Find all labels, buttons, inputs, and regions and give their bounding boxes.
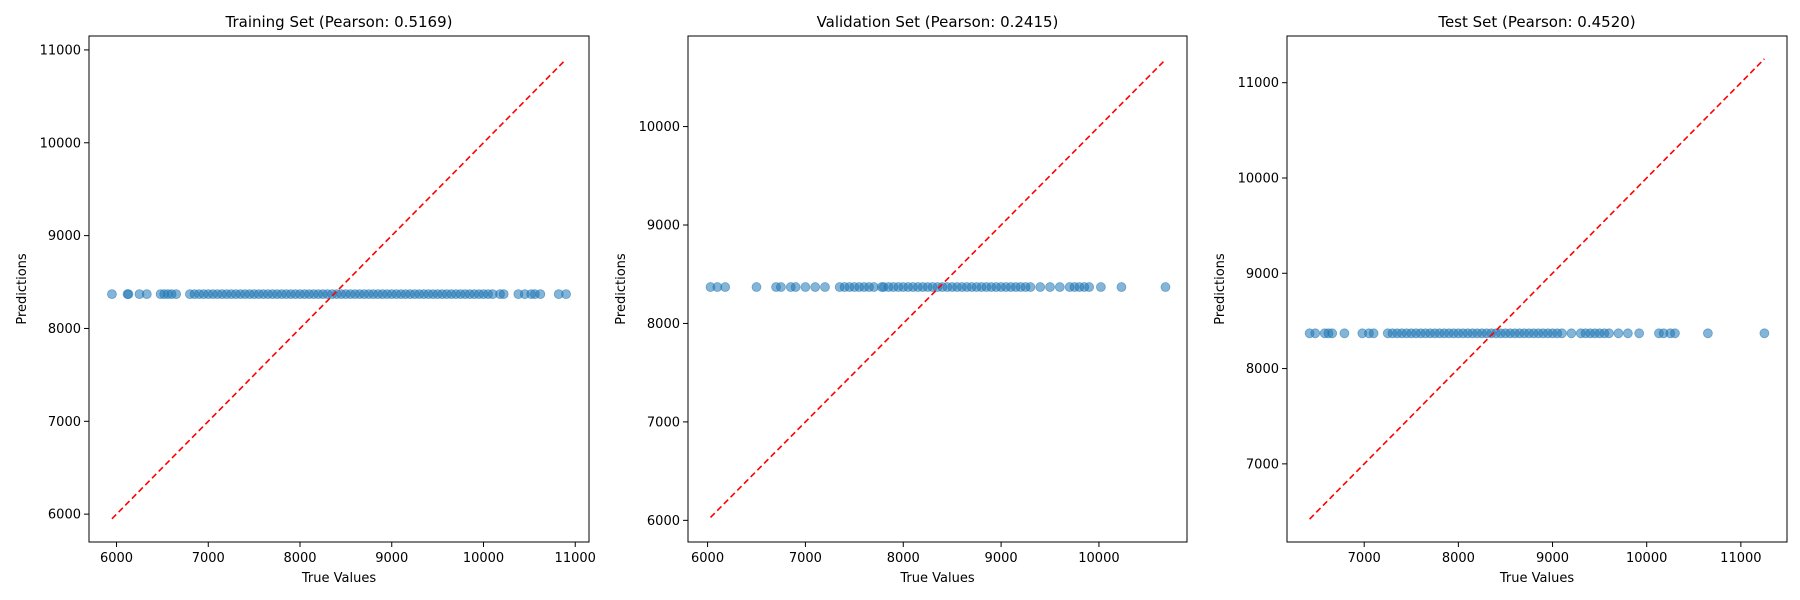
- y-axis-title: Predictions: [15, 253, 30, 325]
- data-point: [1025, 282, 1036, 292]
- data-point: [1622, 328, 1633, 339]
- data-point: [1116, 282, 1127, 292]
- x-tick-label: 10000: [463, 551, 504, 566]
- axes-frame: [1286, 35, 1788, 543]
- data-point: [123, 289, 134, 300]
- data-point: [1759, 328, 1770, 339]
- y-axis-title: Predictions: [614, 253, 629, 325]
- y-tick-label: 10000: [1238, 171, 1279, 186]
- x-tick-label: 9000: [1536, 551, 1569, 566]
- x-tick-label: 10000: [1078, 551, 1119, 566]
- y-tick-label: 8000: [1246, 362, 1279, 377]
- x-tick-label: 8000: [283, 551, 316, 566]
- x-tick-label: 6000: [691, 551, 724, 566]
- y-tick-label: 9000: [1246, 267, 1279, 282]
- x-tick-label: 9000: [985, 551, 1018, 566]
- panel-validation: 6000 7000 8000 9000 10000 6000 7000 8000 9000 100…: [614, 13, 1188, 586]
- y-tick-label: 7000: [48, 415, 81, 430]
- panel-title: Test Set (Pearson: 0.4520): [1437, 13, 1635, 31]
- y-tick-label: 7000: [647, 415, 680, 430]
- y-tick-label: 8000: [48, 322, 81, 337]
- identity-reference-line: [1309, 58, 1765, 520]
- data-point: [800, 282, 811, 292]
- axes-frame: [687, 35, 1188, 543]
- y-tick-label: 10000: [40, 136, 81, 151]
- x-tick-label: 9000: [375, 551, 408, 566]
- x-tick-label: 11000: [1720, 551, 1761, 566]
- data-point: [1368, 328, 1379, 339]
- x-tick-label: 8000: [1442, 551, 1475, 566]
- y-tick-label: 11000: [40, 43, 81, 58]
- data-point: [820, 282, 830, 292]
- x-tick-label: 7000: [192, 551, 225, 566]
- data-point: [751, 282, 762, 292]
- y-tick-label: 10000: [639, 120, 680, 135]
- y-tick-label: 7000: [1246, 457, 1279, 472]
- data-point: [1670, 328, 1680, 339]
- identity-reference-line: [709, 59, 1167, 518]
- data-point: [171, 289, 182, 300]
- data-point: [1557, 328, 1567, 339]
- axes-frame: [88, 35, 590, 543]
- panel-training: 6000 7000 8000 9000 10000 11000 6000 7000 8000 90…: [15, 13, 596, 586]
- data-point: [1327, 328, 1338, 339]
- panel-title: Training Set (Pearson: 0.5169): [225, 13, 453, 31]
- x-tick-label: 8000: [887, 551, 920, 566]
- data-point: [535, 289, 546, 300]
- y-tick-label: 8000: [647, 317, 680, 332]
- y-tick-label: 11000: [1238, 76, 1279, 91]
- data-point: [107, 289, 117, 300]
- panel-title: Validation Set (Pearson: 0.2415): [817, 13, 1059, 31]
- data-point: [1339, 328, 1350, 339]
- data-point: [790, 282, 801, 292]
- data-point: [1613, 328, 1624, 339]
- data-point: [1310, 328, 1321, 339]
- data-point: [141, 289, 152, 300]
- panel-test: 7000 8000 9000 10000 11000 7000 8000 9000 10000 1…: [1213, 13, 1788, 586]
- x-tick-label: 11000: [555, 551, 596, 566]
- identity-reference-line: [111, 58, 567, 520]
- data-point: [1160, 282, 1171, 292]
- data-point: [1084, 282, 1095, 292]
- x-tick-label: 7000: [789, 551, 822, 566]
- x-tick-label: 10000: [1626, 551, 1667, 566]
- data-point: [1035, 282, 1046, 292]
- data-point: [1634, 328, 1645, 339]
- data-point: [1096, 282, 1106, 292]
- data-point: [810, 282, 821, 292]
- x-axis-title: True Values: [301, 571, 376, 586]
- y-axis-title: Predictions: [1213, 253, 1228, 325]
- data-point: [776, 282, 786, 292]
- data-point: [1566, 328, 1577, 339]
- y-tick-label: 6000: [48, 508, 81, 523]
- x-tick-label: 7000: [1348, 551, 1381, 566]
- data-point: [561, 289, 571, 300]
- x-axis-title: True Values: [899, 571, 974, 586]
- x-axis-title: True Values: [1499, 571, 1574, 586]
- data-point: [1054, 282, 1065, 292]
- y-tick-label: 9000: [48, 229, 81, 244]
- y-tick-label: 6000: [647, 514, 680, 529]
- x-tick-label: 6000: [100, 551, 133, 566]
- data-point: [720, 282, 731, 292]
- data-point: [1604, 328, 1614, 339]
- data-point: [1703, 328, 1713, 339]
- data-point: [498, 289, 509, 300]
- data-point: [1045, 282, 1055, 292]
- y-tick-label: 9000: [647, 219, 680, 234]
